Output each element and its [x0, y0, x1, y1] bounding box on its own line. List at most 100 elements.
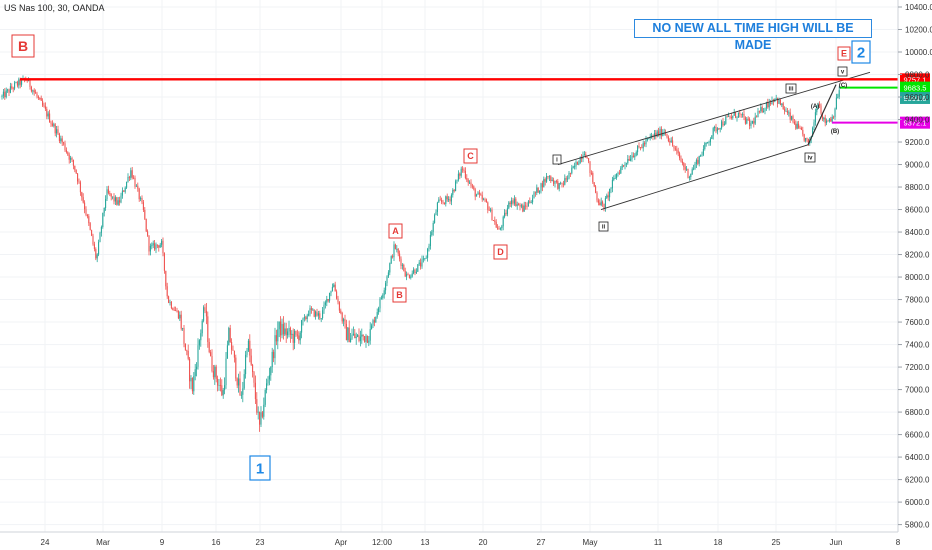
candle-body — [694, 163, 696, 169]
candle-body — [771, 99, 773, 104]
candle-body — [669, 141, 671, 143]
candle-body — [232, 349, 234, 351]
candle-body — [124, 187, 126, 192]
candle-body — [452, 189, 454, 195]
candle-body — [819, 104, 821, 106]
candle-body — [239, 378, 241, 396]
candle-body — [201, 320, 203, 334]
candle-body — [190, 377, 192, 382]
candle-body — [432, 222, 434, 232]
candle-body — [473, 186, 475, 190]
candle-body — [114, 197, 116, 202]
candle-body — [539, 190, 541, 193]
candle-body — [595, 186, 597, 193]
candle-body — [401, 264, 403, 266]
candle-body — [632, 155, 634, 158]
candle-body — [72, 160, 74, 166]
candle-body — [61, 138, 63, 143]
candle-body — [18, 79, 20, 86]
candle-body — [319, 313, 321, 319]
candle-body — [756, 116, 758, 118]
wave-label-text: (B) — [831, 129, 839, 135]
candle-body — [261, 412, 263, 417]
candle-body — [47, 113, 49, 117]
candle-body — [316, 311, 318, 316]
y-tick-label: 9400.0 — [905, 116, 930, 125]
candle-body — [415, 271, 417, 274]
candle-body — [414, 269, 416, 274]
candle-body — [462, 168, 464, 170]
candle-body — [683, 163, 685, 167]
candle-body — [459, 173, 461, 176]
candle-body — [428, 246, 430, 250]
candle-body — [411, 273, 413, 277]
candle-body — [212, 371, 214, 378]
y-tick-label: 7800.0 — [905, 296, 930, 305]
candle-body — [691, 169, 693, 175]
candle-body — [140, 198, 142, 200]
candle-body — [576, 161, 578, 165]
candle-body — [779, 99, 781, 106]
candle-body — [816, 108, 818, 113]
candle-body — [330, 291, 332, 293]
candle-body — [317, 313, 319, 316]
candle-body — [536, 187, 538, 193]
candle-body — [712, 128, 714, 136]
candle-body — [204, 307, 206, 311]
candle-body — [56, 129, 58, 134]
candle-body — [127, 176, 129, 182]
candle-body — [743, 114, 745, 118]
candle-body — [151, 245, 153, 247]
candle-body — [208, 342, 210, 353]
candle-body — [425, 257, 427, 259]
candle-body — [267, 379, 269, 384]
candle-body — [16, 82, 18, 86]
candle-body — [557, 181, 559, 189]
candle-body — [469, 182, 471, 184]
candle-body — [607, 195, 609, 198]
candle-body — [100, 227, 102, 233]
candle-body — [369, 329, 371, 341]
candle-body — [231, 342, 233, 350]
candle-body — [358, 335, 360, 341]
candle-body — [175, 310, 177, 312]
candle-body — [183, 328, 185, 344]
candle-body — [331, 286, 333, 292]
candle-body — [65, 150, 67, 153]
candle-body — [71, 157, 73, 161]
candle-body — [246, 350, 248, 355]
candle-body — [806, 138, 808, 139]
candle-body — [145, 218, 147, 232]
candle-body — [667, 137, 669, 142]
candle-body — [658, 131, 660, 136]
level-tag-label: 9591.6 — [904, 94, 927, 103]
candle-body — [817, 104, 819, 109]
candle-body — [777, 97, 779, 104]
candle-body — [222, 390, 224, 396]
candle-body — [530, 202, 532, 204]
candle-body — [214, 366, 216, 378]
candle-body — [88, 216, 90, 224]
channel-lower-line — [600, 144, 809, 210]
candle-body — [796, 123, 798, 129]
candle-body — [152, 243, 154, 246]
candle-body — [476, 194, 478, 197]
candle-body — [198, 340, 200, 346]
candle-body — [148, 235, 150, 252]
candle-body — [84, 202, 86, 210]
y-tick-label: 7400.0 — [905, 341, 930, 350]
candle-body — [487, 202, 489, 210]
candle-body — [708, 142, 710, 144]
candle-body — [340, 310, 342, 313]
candle-body — [495, 221, 497, 228]
candle-body — [445, 196, 447, 204]
candle-body — [200, 333, 202, 341]
candle-body — [89, 223, 91, 230]
candle-body — [483, 199, 485, 201]
x-tick-label: 18 — [714, 538, 723, 547]
candle-body — [722, 121, 724, 126]
candle-body — [305, 317, 307, 319]
candle-body — [501, 226, 503, 229]
candle-body — [518, 204, 520, 206]
